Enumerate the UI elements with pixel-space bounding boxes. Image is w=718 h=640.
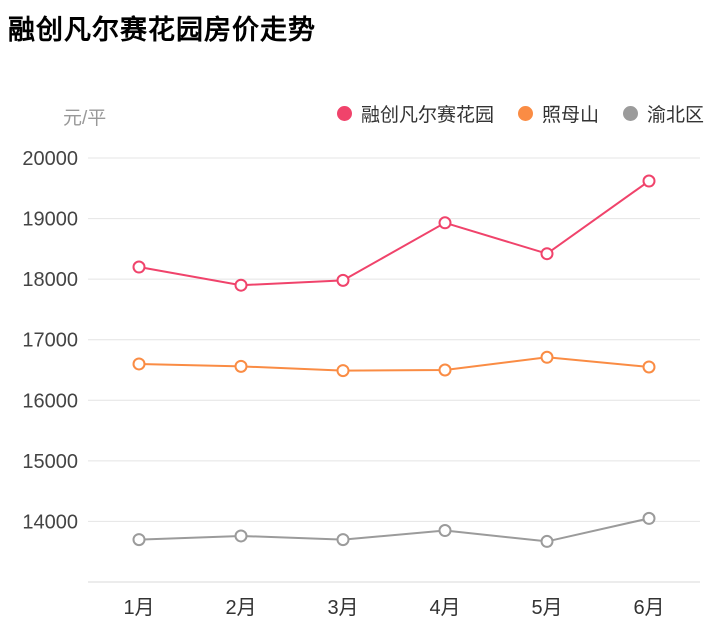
- data-point: [336, 364, 350, 378]
- data-point: [336, 273, 350, 287]
- data-point: [438, 524, 452, 538]
- data-point: [642, 174, 656, 188]
- legend-item-series-1[interactable]: 照母山: [517, 100, 599, 127]
- data-point: [438, 363, 452, 377]
- data-point: [540, 247, 554, 261]
- line-chart: 20000 19000 18000 17000 16000 15000 14000 1月 2月 3…: [22, 148, 700, 619]
- legend-item-series-2[interactable]: 渝北区: [622, 100, 704, 127]
- data-point: [234, 529, 248, 543]
- y-axis-tick-label: 17000: [22, 330, 78, 352]
- data-point: [438, 216, 452, 230]
- y-axis-tick-label: 18000: [22, 269, 78, 291]
- y-axis-tick-label: 15000: [22, 451, 78, 473]
- y-axis-tick-label: 20000: [22, 148, 78, 170]
- data-point: [132, 533, 146, 547]
- data-point: [234, 359, 248, 373]
- data-point: [132, 260, 146, 274]
- y-axis-tick-label: 14000: [22, 511, 78, 533]
- legend-item-series-0[interactable]: 融创凡尔赛花园: [336, 100, 494, 127]
- x-axis-tick-label: 6月: [633, 597, 664, 619]
- legend-label: 融创凡尔赛花园: [360, 105, 494, 126]
- series-line: [138, 356, 650, 372]
- legend-label: 渝北区: [646, 105, 704, 126]
- series-line: [138, 180, 650, 287]
- data-point: [540, 350, 554, 364]
- legend-marker-icon: [517, 106, 533, 121]
- x-axis-tick-label: 2月: [225, 597, 256, 619]
- data-point: [540, 534, 554, 548]
- data-point: [234, 278, 248, 292]
- x-axis-tick-label: 4月: [429, 597, 460, 619]
- x-axis-tick-label: 3月: [327, 597, 358, 619]
- x-axis-tick-label: 1月: [123, 597, 154, 619]
- chart-legend: 融创凡尔赛花园 照母山 渝北区: [336, 100, 704, 127]
- y-axis-unit-label: 元/平: [63, 108, 107, 129]
- y-axis-tick-label: 16000: [22, 390, 78, 412]
- legend-marker-icon: [336, 106, 352, 121]
- data-point: [642, 360, 656, 374]
- data-point: [132, 357, 146, 371]
- legend-marker-icon: [622, 106, 638, 121]
- series-line: [138, 517, 650, 543]
- x-axis-tick-label: 5月: [531, 597, 562, 619]
- data-point: [642, 511, 656, 525]
- legend-label: 照母山: [541, 105, 599, 126]
- data-point: [336, 533, 350, 547]
- y-axis-tick-label: 19000: [22, 209, 78, 231]
- chart-title: 融创凡尔赛花园房价走势: [8, 15, 316, 45]
